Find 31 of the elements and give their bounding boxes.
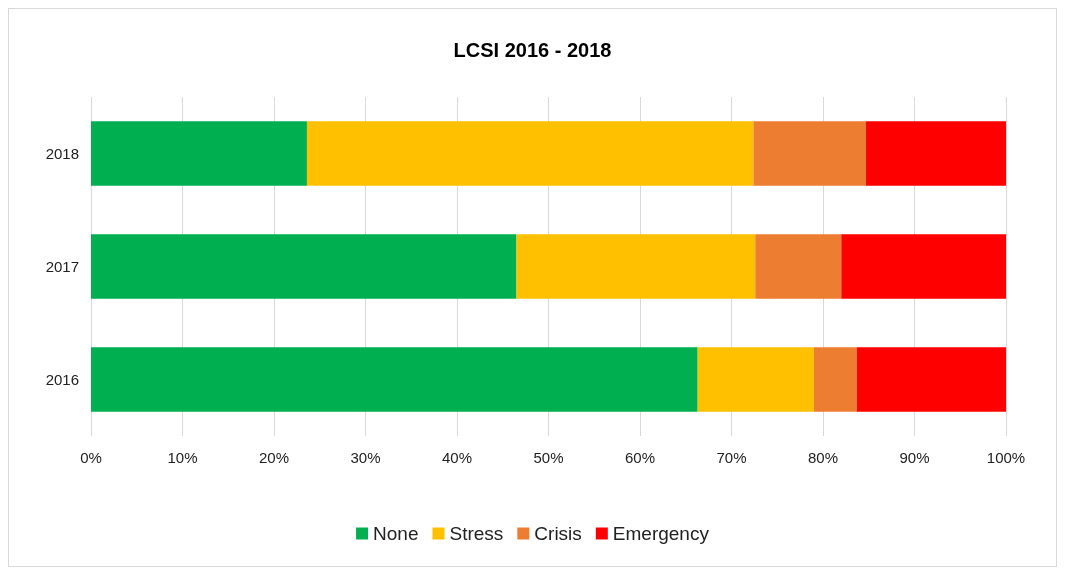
bar [697, 347, 814, 412]
x-tick-label: 60% [624, 449, 656, 466]
legend-label: None [373, 523, 419, 544]
bar [516, 234, 756, 299]
x-tick-label: 0% [80, 449, 102, 466]
bar [841, 234, 1006, 299]
x-tick-label: 80% [807, 449, 839, 466]
y-tick-label: 2018 [45, 145, 79, 162]
legend-label: Emergency [612, 523, 710, 544]
bar [866, 121, 1006, 186]
legend-label: Crisis [534, 523, 582, 544]
x-tick-label: 30% [350, 449, 381, 466]
x-tick-label: 20% [258, 449, 290, 466]
bar [813, 347, 857, 412]
y-tick-label: 2016 [45, 371, 79, 388]
x-tick-label: 100% [986, 449, 1026, 466]
bar [91, 234, 517, 299]
y-tick-label: 2017 [45, 258, 79, 275]
bar [753, 121, 867, 186]
bar [91, 121, 307, 186]
x-tick-label: 70% [716, 449, 747, 466]
bar [755, 234, 842, 299]
x-tick-label: 50% [533, 449, 564, 466]
chart-title: LCSI 2016 - 2018 [453, 39, 612, 61]
x-tick-label: 40% [441, 449, 473, 466]
bar [306, 121, 754, 186]
x-tick-label: 90% [899, 449, 930, 466]
legend-label: Stress [449, 523, 504, 544]
bar [91, 347, 698, 412]
bar [856, 347, 1006, 412]
x-tick-label: 10% [167, 449, 198, 466]
